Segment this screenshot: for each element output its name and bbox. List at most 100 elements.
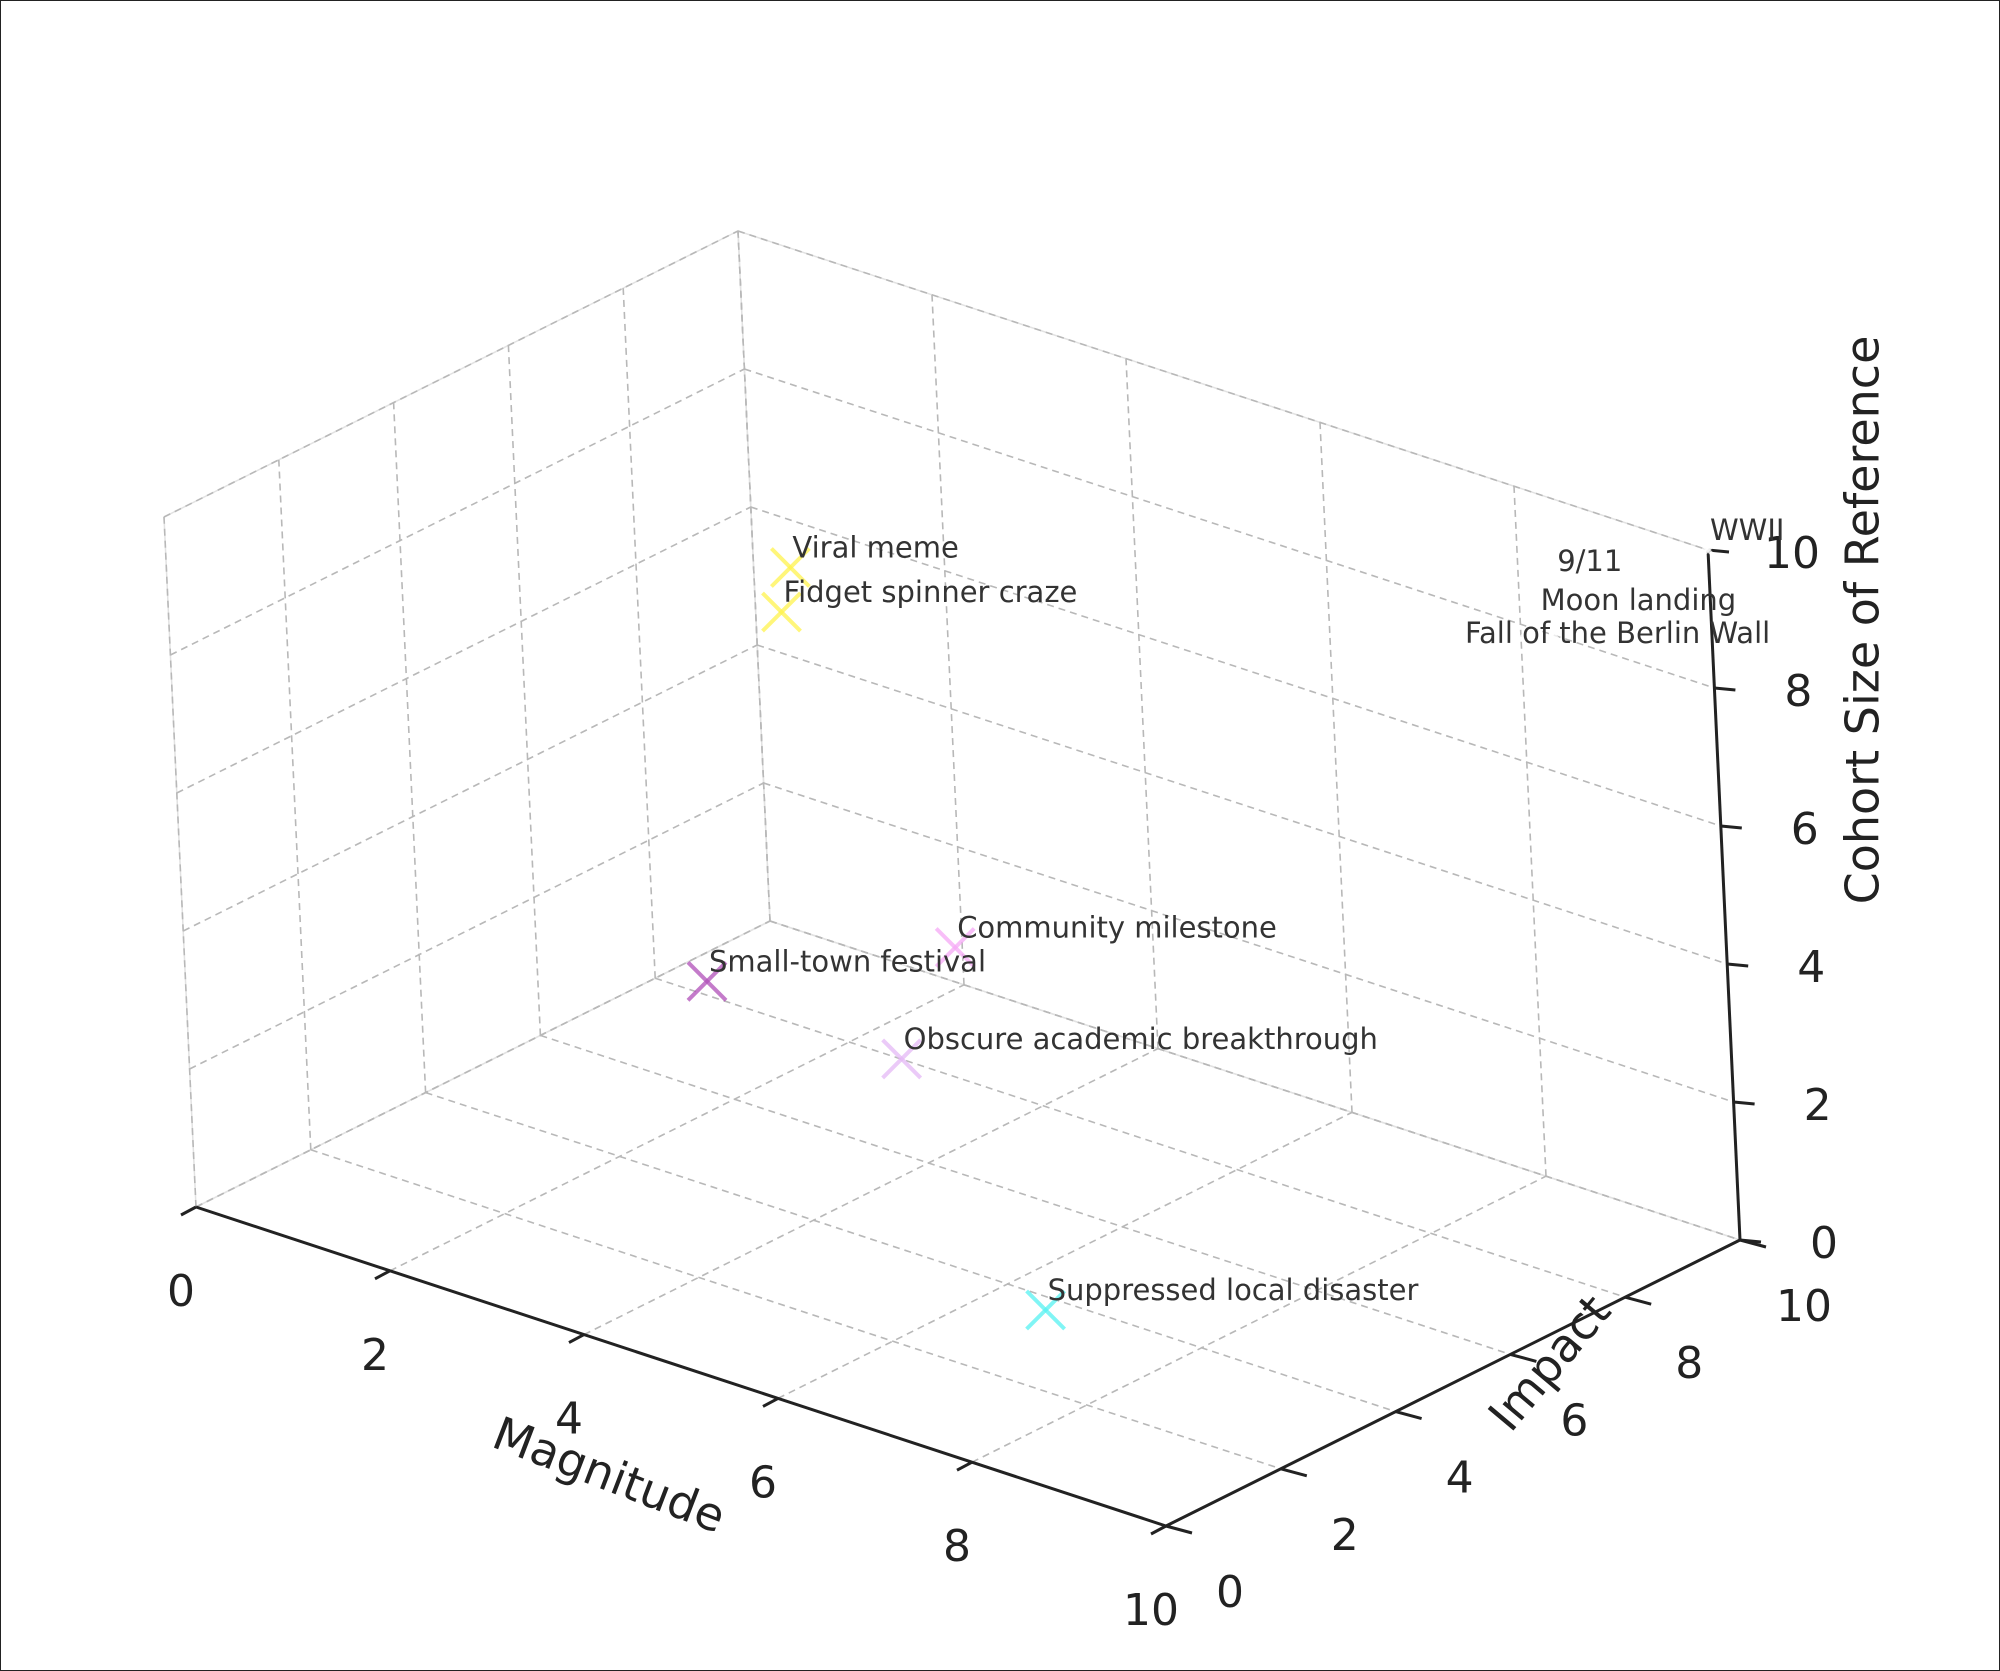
- z-axis-label: Cohort Size of Reference: [1836, 336, 1890, 905]
- gridline-floor-x: [971, 1175, 1547, 1463]
- y-tick-label: 6: [1560, 1395, 1588, 1446]
- gridline-left-y: [278, 459, 312, 1150]
- data-point-label: Viral meme: [792, 531, 958, 565]
- z-tick-label: 6: [1791, 804, 1819, 855]
- z-tick: [1720, 824, 1742, 830]
- z-tick-label: 0: [1810, 1218, 1838, 1269]
- data-point-marker: [1518, 599, 1560, 641]
- data-point-marker: [1442, 632, 1484, 674]
- gridline-floor-x: [777, 1111, 1353, 1400]
- gridline-back-x: [1319, 422, 1353, 1113]
- y-tick-label: 8: [1675, 1338, 1703, 1389]
- y-tick: [1510, 1352, 1537, 1363]
- gridline-left-z: [182, 644, 758, 932]
- data-point-marker: [1534, 560, 1576, 602]
- data-point: [769, 547, 811, 588]
- data-point-marker: [761, 591, 802, 633]
- axes-layer: 0 2 4 6 8 10 0 2 4 6 8 10 0 2 4 6 8 10 Magnitude Impact Coho…: [167, 336, 1890, 1636]
- grid-layer: [163, 230, 1741, 1527]
- data-point: [761, 591, 802, 633]
- data-point-label: Suppressed local disaster: [1048, 1273, 1419, 1307]
- x-axis-label: Magnitude: [486, 1406, 733, 1544]
- gridline-back-z: [737, 230, 1709, 551]
- x-tick: [762, 1397, 779, 1408]
- y-tick: [1624, 1295, 1652, 1306]
- floor-pane: [194, 920, 1742, 1527]
- x-tick: [956, 1460, 973, 1472]
- data-point: [1534, 560, 1576, 602]
- y-tick-label: 10: [1776, 1281, 1832, 1332]
- x-tick-label: 2: [361, 1330, 389, 1381]
- gridline-back-z: [750, 506, 1722, 827]
- gridline-floor-y: [540, 1034, 1511, 1356]
- data-point-marker: [934, 927, 976, 968]
- x-tick: [180, 1205, 197, 1217]
- x-axis-line: [195, 1205, 1167, 1528]
- data-point-marker: [1025, 1289, 1067, 1331]
- gridline-left-z: [163, 230, 739, 518]
- data-point: [881, 1038, 923, 1080]
- gridline-back-z: [744, 368, 1715, 689]
- gridline-floor-y: [310, 1149, 1282, 1470]
- data-point-marker: [1687, 529, 1729, 571]
- z-tick: [1714, 686, 1736, 692]
- y-axis-line: [1165, 1238, 1741, 1528]
- data-point-marker: [686, 960, 728, 1002]
- z-tick-label: 4: [1797, 942, 1825, 993]
- z-axis-line: [1706, 549, 1742, 1241]
- gridline-floor-x: [389, 984, 965, 1272]
- z-tick-label: 2: [1804, 1080, 1832, 1131]
- z-tick: [1739, 1238, 1762, 1244]
- gridline-back-z: [763, 782, 1734, 1103]
- gridline-floor-x: [583, 1047, 1159, 1336]
- gridline-left-z: [176, 506, 752, 794]
- data-point: [1442, 632, 1484, 674]
- x-tick: [1150, 1524, 1167, 1536]
- z-tick: [1707, 548, 1730, 554]
- data-point: [934, 927, 976, 968]
- x-tick: [374, 1269, 391, 1281]
- pane-layer: [163, 229, 1742, 1527]
- x-tick-label: 6: [749, 1457, 777, 1508]
- y-tick: [1165, 1524, 1193, 1535]
- y-tick-label: 0: [1216, 1567, 1244, 1618]
- data-point-label: Fall of the Berlin Wall: [1465, 616, 1770, 650]
- gridline-floor-y: [425, 1091, 1396, 1413]
- x-tick-label: 4: [555, 1394, 583, 1445]
- y-axis-label: Impact: [1478, 1284, 1622, 1441]
- y-tick: [1280, 1467, 1308, 1478]
- gridline-floor-y: [769, 920, 1741, 1241]
- data-point: [1687, 529, 1729, 571]
- z-tick-label: 8: [1784, 666, 1812, 717]
- z-tick-label: 10: [1764, 528, 1820, 579]
- data-point-marker: [881, 1038, 923, 1080]
- data-point-label: Moon landing: [1541, 583, 1737, 617]
- x-tick-label: 0: [167, 1266, 195, 1317]
- z-tick: [1733, 1100, 1755, 1106]
- data-point-label: Obscure academic breakthrough: [904, 1022, 1378, 1056]
- x-tick-label: 10: [1123, 1585, 1179, 1636]
- x-tick: [568, 1333, 585, 1344]
- data-point-label: WWII: [1710, 513, 1784, 547]
- y-tick-label: 4: [1446, 1453, 1474, 1504]
- gridline-back-z: [756, 644, 1728, 965]
- data-point-label: Community milestone: [957, 911, 1277, 945]
- data-point-label: Small-town festival: [709, 944, 986, 978]
- data-point: [686, 960, 728, 1002]
- gridline-back-x: [1125, 358, 1159, 1049]
- back-wall-pane: [737, 229, 1741, 1242]
- points-layer: [686, 529, 1729, 1331]
- data-point-label: 9/11: [1557, 544, 1622, 578]
- gridline-left-y: [507, 345, 542, 1036]
- gridline-left-z: [189, 782, 764, 1070]
- z-tick: [1727, 962, 1749, 968]
- y-tick-label: 2: [1331, 1510, 1359, 1561]
- gridline-back-x: [931, 294, 965, 985]
- left-wall-pane: [163, 229, 771, 1209]
- gridline-left-y: [392, 402, 427, 1093]
- y-tick: [1395, 1410, 1422, 1421]
- x-tick-label: 8: [943, 1521, 971, 1572]
